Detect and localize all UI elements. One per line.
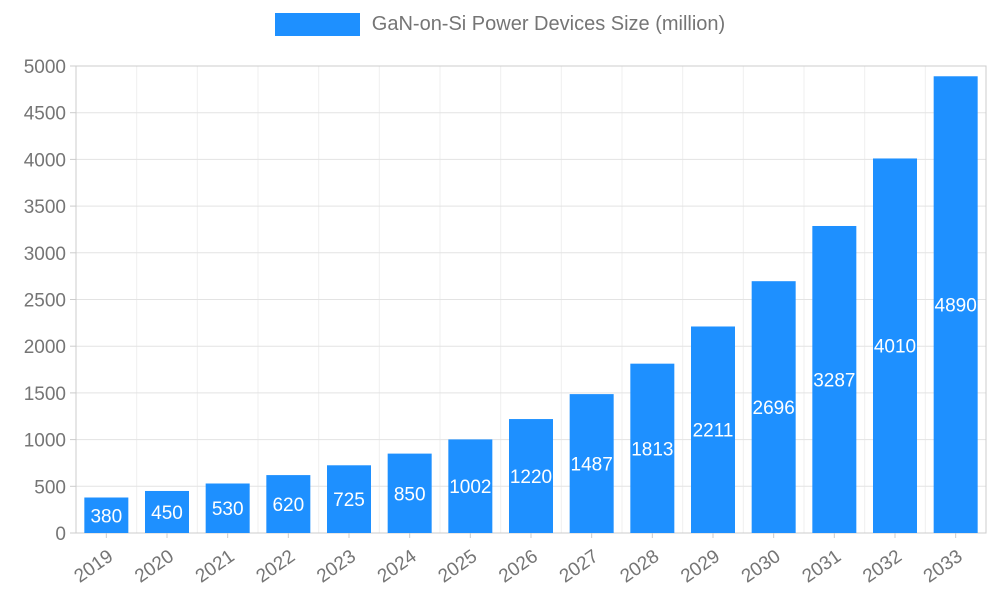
y-tick-label: 1500 — [24, 384, 66, 405]
bar — [327, 465, 371, 533]
bar-value-label: 620 — [272, 495, 304, 516]
bar — [933, 76, 978, 534]
bar-value-label: 1487 — [571, 455, 613, 476]
bar — [266, 475, 311, 533]
legend: GaN-on-Si Power Devices Size (million) — [0, 13, 1000, 36]
bar-value-label: 450 — [151, 503, 183, 524]
x-tick-label: 2019 — [71, 546, 118, 587]
bar — [145, 490, 189, 533]
y-tick-label: 4000 — [24, 150, 66, 171]
x-tick-label: 2031 — [799, 546, 846, 587]
y-tick-label: 2000 — [24, 337, 66, 358]
y-tick-label: 3000 — [24, 244, 66, 265]
x-tick-label: 2020 — [131, 546, 178, 587]
bar-value-label: 4890 — [935, 296, 977, 317]
bar — [630, 363, 675, 533]
y-tick-label: 0 — [55, 524, 66, 545]
x-tick-label: 2029 — [677, 546, 724, 587]
y-tick-label: 3500 — [24, 197, 66, 218]
y-tick-label: 2500 — [24, 291, 66, 312]
bar-value-label: 530 — [212, 499, 244, 520]
bar-value-label: 380 — [90, 506, 122, 527]
y-tick-label: 1000 — [24, 431, 66, 452]
bar — [448, 439, 493, 533]
bar — [205, 483, 250, 533]
bar-value-label: 1002 — [449, 477, 491, 498]
y-tick-label: 500 — [34, 477, 66, 498]
bar-value-label: 4010 — [874, 337, 916, 358]
x-tick-label: 2033 — [920, 546, 967, 587]
bar-value-label: 3287 — [813, 370, 855, 391]
x-tick-label: 2027 — [556, 546, 603, 587]
bar — [569, 394, 614, 533]
legend-label: GaN-on-Si Power Devices Size (million) — [371, 13, 726, 35]
x-tick-label: 2026 — [495, 546, 542, 587]
bar — [387, 453, 432, 533]
bar — [812, 225, 857, 533]
y-tick-label: 4500 — [24, 104, 66, 125]
x-tick-label: 2021 — [192, 546, 239, 587]
bar-value-label: 1220 — [510, 467, 552, 488]
x-tick-label: 2028 — [617, 546, 664, 587]
legend-swatch — [274, 13, 360, 36]
bar-value-label: 1813 — [631, 439, 673, 460]
bar-value-label: 2696 — [753, 398, 795, 419]
bar — [691, 326, 735, 533]
bar-value-label: 725 — [333, 490, 365, 511]
bar — [873, 158, 917, 533]
x-tick-label: 2025 — [435, 546, 482, 587]
x-tick-label: 2023 — [313, 546, 360, 587]
x-tick-label: 2030 — [738, 546, 785, 587]
bar — [751, 281, 796, 533]
x-tick-label: 2032 — [859, 546, 906, 587]
bar-value-label: 2211 — [693, 421, 734, 442]
bar — [84, 497, 129, 533]
x-tick-label: 2024 — [374, 546, 421, 588]
bar-value-label: 850 — [394, 484, 426, 505]
x-tick-label: 2022 — [253, 546, 300, 587]
bar — [509, 419, 553, 533]
y-tick-label: 5000 — [24, 57, 66, 78]
